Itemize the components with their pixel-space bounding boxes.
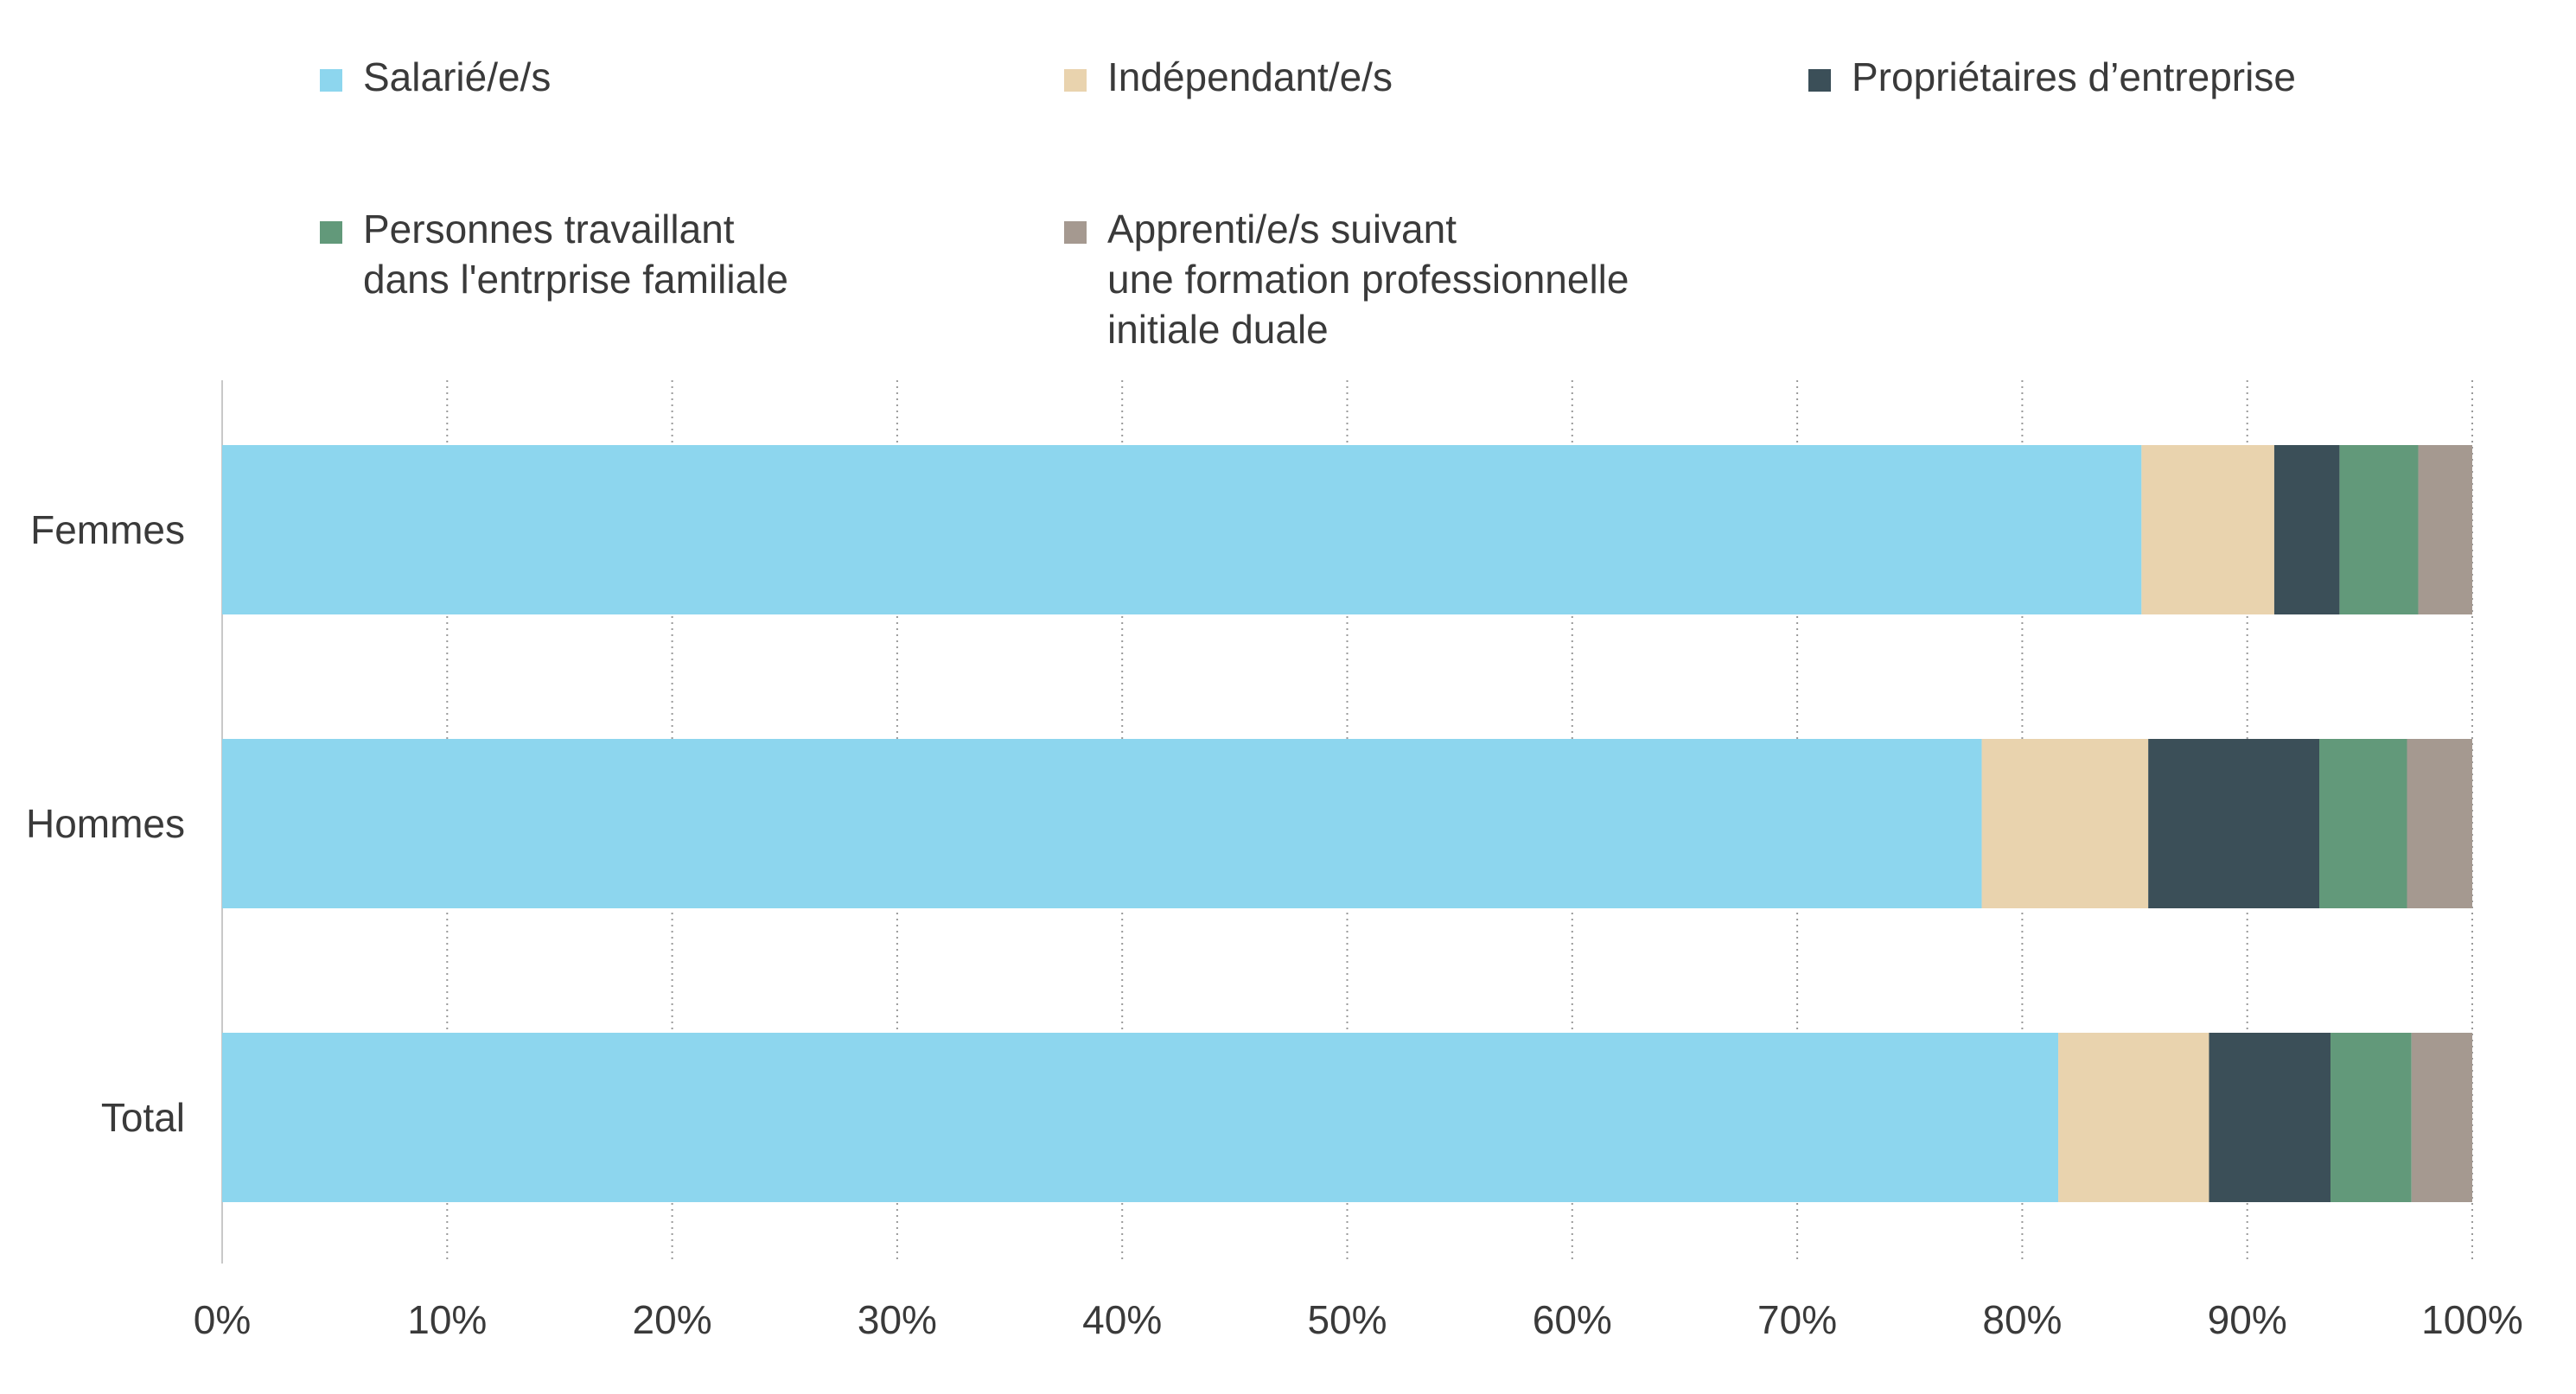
legend-item-entreprise-familiale: Personnes travaillant dans l'entrprise f… [320, 204, 788, 304]
x-tick-label: 0% [194, 1297, 251, 1342]
category-labels: Femmes Hommes Total [26, 507, 185, 1140]
bar-segment-femmes-3 [2339, 445, 2419, 614]
x-tick-label: 40% [1082, 1297, 1162, 1342]
x-tick-labels: 0% 10% 20% 30% 40% 50% 60% 70% 80% 90% 100% [194, 1297, 2523, 1342]
x-tick-label: 70% [1757, 1297, 1837, 1342]
bar-segment-hommes-2 [2148, 739, 2319, 908]
bar-segment-total-0 [222, 1033, 2059, 1202]
legend-item-apprentis: Apprenti/e/s suivant une formation profe… [1064, 204, 1629, 354]
x-tick-label: 80% [1982, 1297, 2062, 1342]
legend-item-proprietaires: Propriétaires d’entreprise [1808, 52, 2296, 102]
x-tick-label: 100% [2421, 1297, 2523, 1342]
category-label-total: Total [101, 1095, 185, 1140]
legend-swatch-apprentis [1064, 221, 1087, 244]
legend: Salarié/e/s Indépendant/e/s Propriétaire… [0, 0, 2576, 363]
bars [222, 445, 2472, 1202]
x-tick-label: 50% [1307, 1297, 1387, 1342]
bar-segment-total-1 [2058, 1033, 2209, 1202]
legend-item-independants: Indépendant/e/s [1064, 52, 1393, 102]
bar-segment-hommes-4 [2407, 739, 2472, 908]
bar-segment-total-2 [2209, 1033, 2331, 1202]
bar-segment-hommes-0 [222, 739, 1982, 908]
bar-segment-total-3 [2331, 1033, 2412, 1202]
legend-label-apprentis: Apprenti/e/s suivant une formation profe… [1107, 207, 1629, 352]
legend-swatch-entreprise-familiale [320, 221, 342, 244]
legend-swatch-proprietaires [1808, 69, 1831, 92]
legend-swatch-independants [1064, 69, 1087, 92]
x-tick-label: 20% [633, 1297, 712, 1342]
bar-segment-femmes-1 [2141, 445, 2274, 614]
bar-segment-femmes-4 [2418, 445, 2472, 614]
bar-segment-hommes-1 [1981, 739, 2149, 908]
legend-label-entreprise-familiale: Personnes travaillant dans l'entrprise f… [363, 207, 789, 302]
bar-segment-total-4 [2411, 1033, 2472, 1202]
legend-swatch-salaries [320, 69, 342, 92]
legend-label-salaries: Salarié/e/s [363, 54, 552, 99]
legend-item-salaries: Salarié/e/s [320, 52, 551, 102]
x-tick-label: 60% [1533, 1297, 1612, 1342]
bar-segment-hommes-3 [2318, 739, 2407, 908]
legend-label-proprietaires: Propriétaires d’entreprise [1852, 54, 2296, 99]
x-tick-label: 10% [407, 1297, 487, 1342]
category-label-femmes: Femmes [30, 507, 185, 552]
x-tick-label: 90% [2208, 1297, 2287, 1342]
category-label-hommes: Hommes [26, 801, 185, 846]
bar-segment-femmes-2 [2273, 445, 2340, 614]
x-tick-label: 30% [858, 1297, 937, 1342]
bar-segment-femmes-0 [222, 445, 2142, 614]
legend-label-independants: Indépendant/e/s [1107, 54, 1393, 99]
